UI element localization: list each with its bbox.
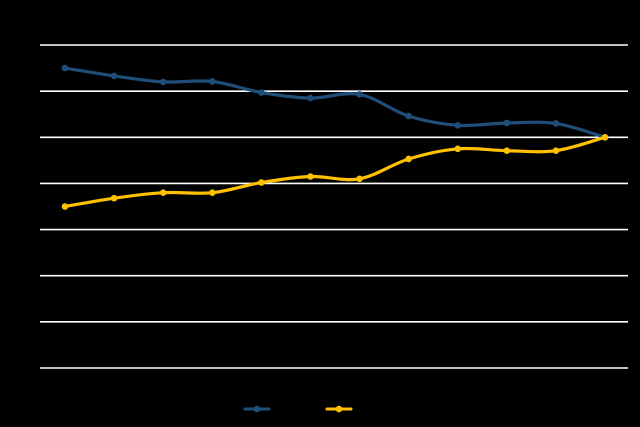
series-2-point-4 (208, 189, 216, 196)
legend-marker-1 (253, 405, 261, 413)
legend (243, 405, 353, 413)
y-tick-label-6: 6 (28, 86, 34, 98)
y-tick-label-7: 7 (28, 40, 34, 52)
y-tick-label-5: 5 (28, 132, 34, 144)
series-2-point-2 (110, 194, 118, 202)
series-2-line (63, 135, 607, 209)
gridlines (40, 44, 628, 369)
series-1-point-10 (503, 119, 511, 127)
series-1-line (63, 66, 607, 139)
y-tick-label-1: 1 (28, 317, 34, 329)
series-2-point-11 (552, 147, 560, 154)
series-2-point-1 (61, 203, 69, 210)
y-tick-labels: 0 1 2 3 4 5 6 7 (28, 40, 34, 375)
series-2-point-8 (405, 155, 412, 163)
series-2-point-6 (307, 173, 314, 180)
series-1-point-6 (307, 94, 314, 102)
series-1-point-9 (454, 121, 462, 129)
series-1-point-3 (159, 78, 167, 86)
series-2 (61, 133, 609, 210)
series-2-point-9 (454, 145, 462, 153)
y-tick-label-4: 4 (28, 178, 34, 190)
series-1-point-5 (258, 89, 265, 96)
y-tick-label-3: 3 (28, 225, 34, 237)
series-1-point-7 (356, 91, 363, 98)
series-2-point-5 (258, 179, 265, 186)
legend-marker-2 (335, 405, 343, 413)
series-1-point-11 (552, 120, 560, 127)
series-2-point-12 (601, 133, 609, 141)
series-2-point-7 (356, 175, 363, 183)
series-2-point-10 (503, 147, 511, 154)
series-1 (61, 64, 609, 141)
y-tick-label-2: 2 (28, 271, 34, 283)
series-group (61, 64, 609, 210)
series-1-point-2 (110, 72, 118, 80)
series-1-point-8 (405, 112, 412, 120)
y-tick-label-0: 0 (28, 363, 34, 375)
series-2-point-3 (159, 189, 167, 196)
series-1-point-4 (208, 78, 216, 85)
series-1-point-1 (61, 64, 69, 72)
